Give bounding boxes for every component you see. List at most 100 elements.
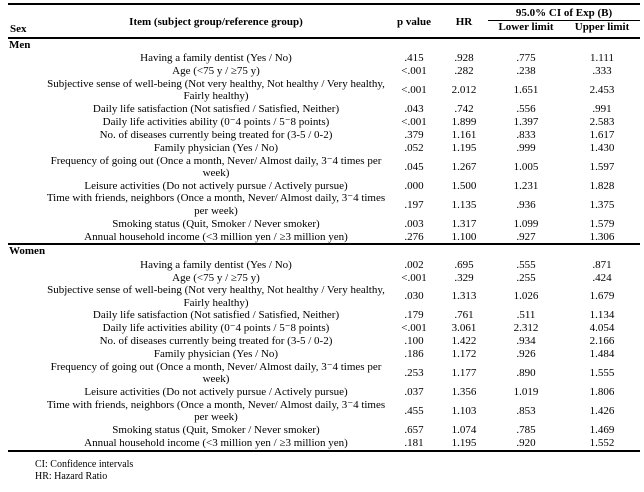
column-header-item: Item (subject group/reference group) [129, 15, 303, 28]
upper-limit-cell: 1.426 [589, 405, 615, 418]
table-row: Family physician (Yes / No) .186 1.172 .926… [8, 348, 640, 361]
footnote-hr: HR: Hazard Ratio [35, 470, 108, 482]
lower-limit-cell: .936 [516, 198, 536, 211]
p-value-cell: .197 [404, 198, 424, 211]
table-row: Family physician (Yes / No) .052 1.195 .999… [8, 142, 640, 155]
sex-spacer-cell [8, 179, 44, 192]
hr-cell: 1.195 [451, 436, 477, 449]
table-row: Time with friends, neighbors (Once a mon… [8, 399, 640, 424]
item-cell: Age (<75 y / ≥75 y) [172, 271, 260, 284]
item-cell: Smoking status (Quit, Smoker / Never smo… [112, 217, 320, 230]
p-value-cell: .415 [404, 52, 424, 65]
upper-limit-cell: 1.111 [590, 52, 614, 65]
table-row: Annual household income (<3 million yen … [8, 437, 640, 451]
upper-limit-cell: 2.166 [589, 335, 615, 348]
p-value-cell: .657 [404, 423, 424, 436]
upper-limit-cell: .991 [592, 102, 612, 115]
item-cell: Leisure activities (Do not actively purs… [84, 386, 348, 399]
p-value-cell: .037 [404, 386, 424, 399]
hr-cell: 1.135 [451, 198, 477, 211]
sex-spacer-cell [8, 361, 44, 386]
hr-cell: 1.195 [451, 141, 477, 154]
table-row: Smoking status (Quit, Smoker / Never smo… [8, 424, 640, 437]
sex-spacer-cell [8, 424, 44, 437]
lower-limit-cell: .999 [516, 141, 536, 154]
section-label-women: Women [8, 243, 641, 259]
section-label-row: Men [8, 38, 640, 52]
item-cell: Daily life satisfaction (Not satisfied /… [92, 309, 340, 322]
hr-cell: 1.422 [451, 335, 477, 348]
p-value-cell: .003 [404, 217, 424, 230]
p-value-cell: .179 [404, 309, 424, 322]
hr-cell: .695 [454, 258, 474, 271]
hr-cell: 1.500 [451, 179, 477, 192]
lower-limit-cell: 1.397 [513, 115, 539, 128]
lower-limit-cell: 1.005 [513, 160, 539, 173]
lower-limit-cell: .934 [516, 335, 536, 348]
hr-cell: 1.172 [451, 348, 477, 361]
lower-limit-cell: 1.231 [513, 179, 539, 192]
upper-limit-cell: 1.552 [589, 436, 615, 449]
hr-cell: .742 [454, 102, 474, 115]
item-cell: Subjective sense of well-being (Not very… [47, 77, 385, 103]
table-row: Frequency of going out (Once a month, Ne… [8, 155, 640, 180]
item-cell: Having a family dentist (Yes / No) [140, 258, 292, 271]
p-value-cell: .043 [404, 102, 424, 115]
p-value-cell: <.001 [401, 115, 427, 128]
hr-cell: 1.317 [451, 217, 477, 230]
p-value-cell: .186 [404, 348, 424, 361]
item-cell: Annual household income (<3 million yen … [84, 436, 348, 449]
p-value-cell: .100 [404, 335, 424, 348]
upper-limit-cell: 1.469 [589, 423, 615, 436]
lower-limit-cell: .833 [516, 128, 536, 141]
p-value-cell: <.001 [401, 65, 427, 78]
item-cell: Smoking status (Quit, Smoker / Never smo… [112, 423, 320, 436]
hr-cell: 1.356 [451, 386, 477, 399]
sex-spacer-cell [8, 52, 44, 65]
lower-limit-cell: .555 [516, 258, 536, 271]
sex-spacer-cell [8, 230, 44, 244]
column-header-sex: Sex [10, 23, 27, 36]
table-header: Sex Item (subject group/reference group)… [8, 4, 641, 38]
column-header-lower-limit: Lower limit [498, 21, 554, 34]
column-header-upper-limit: Upper limit [574, 21, 630, 34]
lower-limit-cell: .775 [516, 52, 536, 65]
column-header-ci-group: 95.0% CI of Exp (B) [488, 4, 641, 22]
table-row: Having a family dentist (Yes / No) .002 .6… [8, 258, 640, 271]
p-value-cell: <.001 [401, 322, 427, 335]
item-cell: Family physician (Yes / No) [153, 348, 279, 361]
item-cell: Frequency of going out (Once a month, Ne… [50, 154, 382, 180]
table-row: Daily life activities ability (0⁻4 point… [8, 322, 640, 335]
upper-limit-cell: 1.806 [589, 386, 615, 399]
table-row: Age (<75 y / ≥75 y) <.001 .329 .255 .424 [8, 271, 640, 284]
p-value-cell: .253 [404, 367, 424, 380]
column-header-p-value: p value [397, 15, 431, 28]
lower-limit-cell: .255 [516, 271, 536, 284]
sex-spacer-cell [8, 284, 44, 309]
upper-limit-cell: .424 [592, 271, 612, 284]
hr-cell: 1.899 [451, 115, 477, 128]
section-label-men: Men [9, 38, 31, 51]
p-value-cell: <.001 [401, 271, 427, 284]
table-row: Subjective sense of well-being (Not very… [8, 78, 640, 103]
item-cell: Annual household income (<3 million yen … [84, 230, 348, 243]
header-row-top: Sex Item (subject group/reference group)… [8, 4, 641, 35]
item-cell: Leisure activities (Do not actively purs… [84, 179, 348, 192]
lower-limit-cell: .511 [516, 309, 536, 322]
table-row: Leisure activities (Do not actively purs… [8, 386, 640, 399]
hr-cell: 1.100 [451, 230, 477, 243]
table-row: Time with friends, neighbors (Once a mon… [8, 192, 640, 217]
upper-limit-cell: 1.555 [589, 367, 615, 380]
table-row: Age (<75 y / ≥75 y) <.001 .282 .238 .333 [8, 65, 640, 78]
upper-limit-cell: 1.430 [589, 141, 615, 154]
table-footnotes: CI: Confidence intervals HR: Hazard Rati… [35, 459, 644, 483]
p-value-cell: .045 [404, 160, 424, 173]
table-row: No. of diseases currently being treated … [8, 129, 640, 142]
item-cell: Time with friends, neighbors (Once a mon… [46, 192, 386, 217]
table-row: Daily life activities ability (0⁻4 point… [8, 116, 640, 129]
sex-spacer-cell [8, 217, 44, 230]
sex-spacer-cell [8, 155, 44, 180]
item-cell: No. of diseases currently being treated … [99, 335, 333, 348]
section-label-row: Women [8, 243, 641, 259]
